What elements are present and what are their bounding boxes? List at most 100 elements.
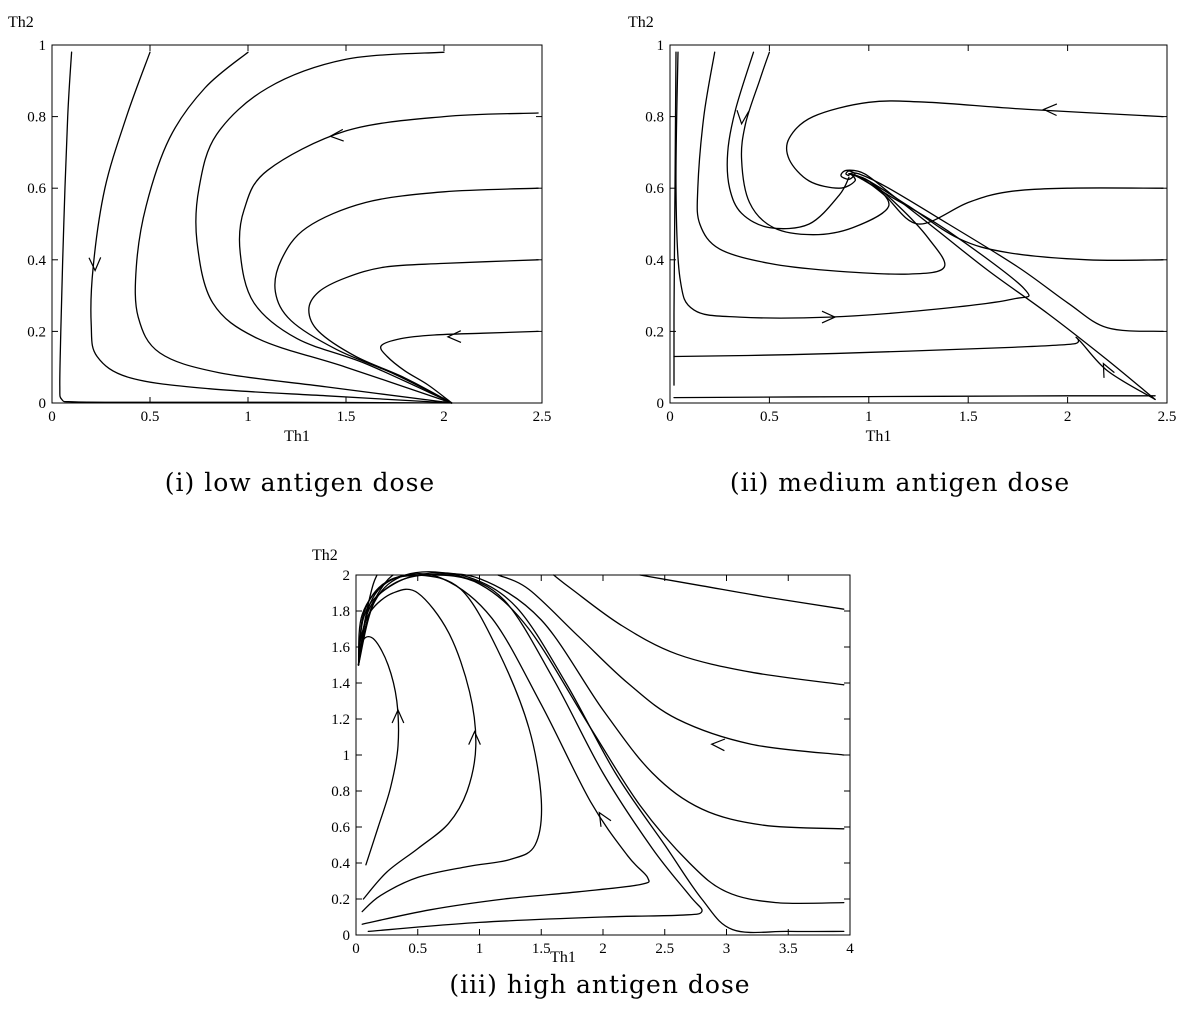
direction-arrow	[1102, 362, 1115, 378]
trajectory-line	[497, 574, 845, 756]
x-tick-label: 1.5	[959, 409, 978, 425]
direction-arrow	[598, 811, 612, 827]
y-tick-label: 0.6	[27, 181, 46, 197]
trajectory-line	[195, 51, 453, 404]
x-tick-label: 0.5	[141, 409, 160, 425]
direction-arrow	[446, 330, 462, 343]
x-axis-label: Th1	[284, 428, 310, 445]
trajectory-line	[696, 51, 946, 275]
x-tick-label: 0	[666, 409, 674, 425]
trajectory-line	[357, 588, 477, 900]
trajectory-line	[357, 574, 845, 905]
y-axis-label: Th2	[628, 14, 654, 31]
direction-arrow	[468, 730, 481, 745]
x-tick-label: 2.5	[533, 409, 552, 425]
y-tick-label: 2	[343, 568, 351, 584]
x-tick-label: 1	[865, 409, 873, 425]
direction-arrow	[821, 310, 837, 324]
y-tick-label: 1.2	[331, 712, 350, 728]
direction-arrow	[328, 128, 344, 142]
y-tick-label: 1.8	[331, 604, 350, 620]
plot-frame	[669, 44, 1168, 404]
x-tick-label: 0	[48, 409, 56, 425]
y-tick-label: 1	[39, 38, 47, 54]
y-tick-label: 0.6	[645, 181, 664, 197]
y-tick-label: 0	[39, 396, 47, 412]
x-tick-label: 0.5	[760, 409, 779, 425]
x-tick-label: 2	[599, 941, 607, 957]
y-tick-label: 1	[657, 38, 665, 54]
x-tick-label: 3	[723, 941, 731, 957]
y-tick-label: 0.4	[27, 253, 46, 269]
caption-low-dose: (i) low antigen dose	[164, 468, 436, 497]
trajectory-line	[357, 571, 703, 933]
y-tick-label: 0.2	[331, 892, 350, 908]
y-tick-label: 0	[343, 928, 351, 944]
trajectory-line	[357, 574, 543, 913]
trajectory-line	[639, 574, 845, 610]
y-tick-label: 1.4	[331, 676, 350, 692]
x-tick-label: 3.5	[779, 941, 798, 957]
y-tick-label: 0.2	[645, 324, 664, 340]
x-tick-label: 0.5	[408, 941, 427, 957]
trajectory-line	[380, 330, 539, 404]
direction-arrow	[1042, 103, 1058, 117]
y-tick-label: 0.8	[331, 784, 350, 800]
direction-arrow	[710, 738, 726, 752]
caption-high-dose: (iii) high antigen dose	[449, 970, 751, 999]
x-axis-label: Th1	[866, 428, 892, 445]
direction-arrow	[736, 110, 750, 126]
y-axis-label: Th2	[8, 14, 34, 31]
trajectory-line	[552, 574, 845, 686]
trajectory-line	[673, 336, 1156, 401]
trajectory-line	[848, 173, 1164, 261]
trajectory-line	[274, 187, 539, 404]
y-tick-label: 0.6	[331, 820, 350, 836]
trajectory-line	[308, 259, 539, 404]
trajectory-line	[740, 51, 890, 236]
x-tick-label: 2	[1064, 409, 1072, 425]
trajectory-line	[357, 574, 378, 666]
x-tick-label: 0	[352, 941, 360, 957]
trajectory-line	[357, 573, 650, 925]
trajectory-line	[59, 51, 453, 404]
trajectory-line	[134, 51, 453, 404]
x-tick-label: 1	[244, 409, 252, 425]
x-tick-label: 2.5	[1158, 409, 1177, 425]
x-tick-label: 2	[440, 409, 448, 425]
trajectory-line	[90, 51, 453, 404]
trajectory-line	[673, 51, 677, 386]
trajectory-line	[357, 574, 394, 666]
trajectory-line	[357, 636, 400, 866]
y-tick-label: 1	[343, 748, 351, 764]
x-tick-label: 1	[476, 941, 484, 957]
trajectory-line	[840, 169, 1156, 401]
trajectory-line	[675, 51, 1030, 319]
y-tick-label: 0.8	[645, 110, 664, 126]
y-tick-label: 0.8	[27, 110, 46, 126]
panel-high-dose: 0 0.5 1 1.5 2 2.5 3 3.5 4 0 0.2 0.4 0.6 0.8 1 1.2 1.4 1.6…	[312, 547, 854, 966]
x-tick-label: 1.5	[532, 941, 551, 957]
panel-low-dose: 0 0.5 1 1.5 2 2.5 0 0.2 0.4 0.6 0.8 1 Th2 Th1	[8, 14, 552, 445]
plot-frame	[51, 44, 543, 404]
trajectory-line	[726, 51, 850, 230]
direction-arrow	[88, 257, 102, 272]
y-axis-label: Th2	[312, 547, 338, 564]
trajectory-line	[673, 395, 1156, 399]
trajectory-line	[357, 572, 845, 934]
y-tick-label: 1.6	[331, 640, 350, 656]
x-tick-label: 1.5	[337, 409, 356, 425]
y-tick-label: 0.4	[331, 856, 350, 872]
trajectory-line	[238, 112, 539, 404]
caption-medium-dose: (ii) medium antigen dose	[729, 468, 1071, 497]
x-tick-label: 2.5	[655, 941, 674, 957]
y-tick-label: 0	[657, 396, 665, 412]
direction-arrow	[391, 708, 405, 724]
y-tick-label: 0.4	[645, 253, 664, 269]
x-tick-label: 4	[846, 941, 854, 957]
trajectory-line	[848, 172, 1164, 333]
y-tick-label: 0.2	[27, 324, 46, 340]
plot-frame	[355, 574, 851, 936]
